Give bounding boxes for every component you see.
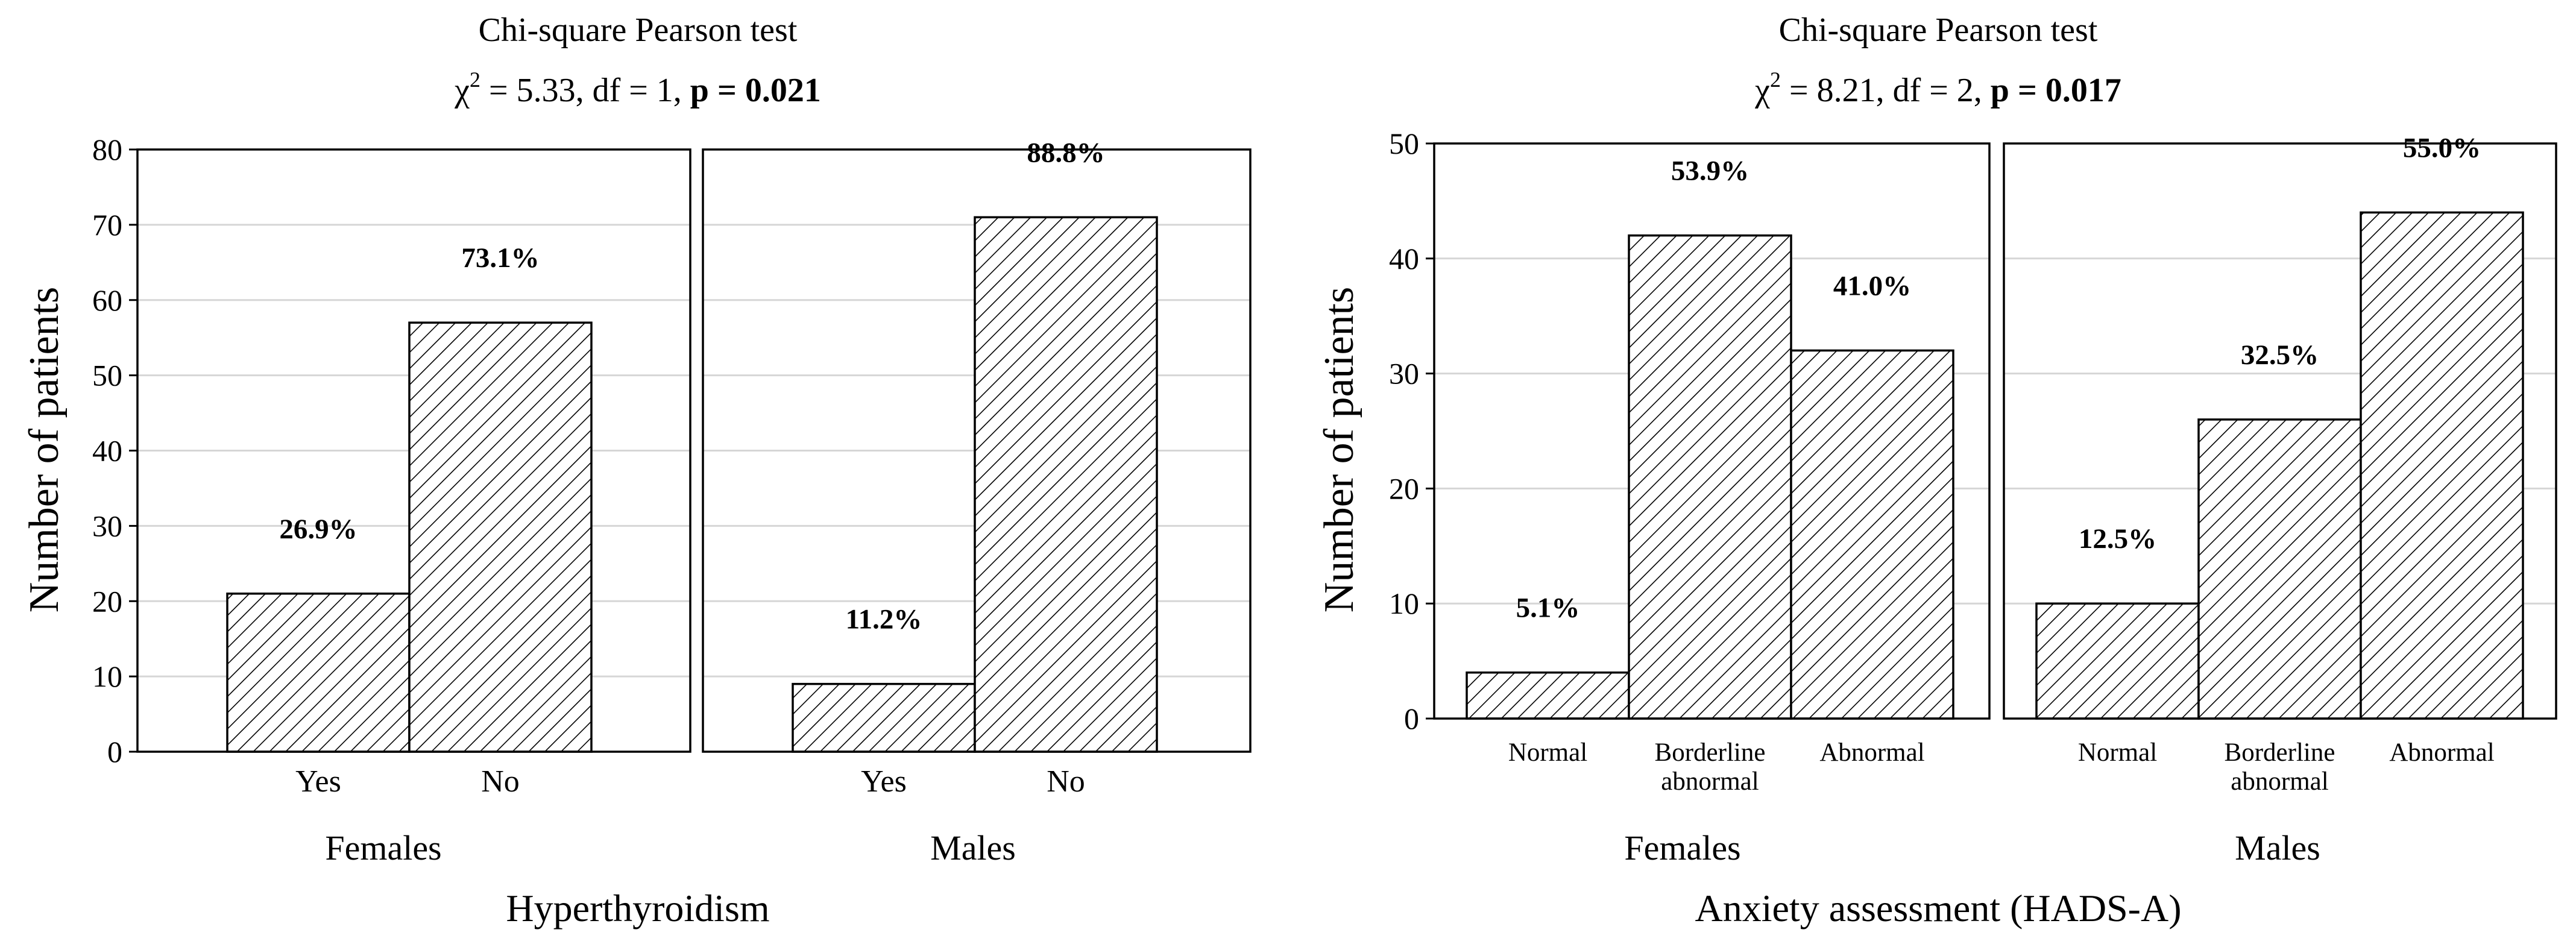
chart-1-chi-symbol: χ	[454, 72, 470, 109]
chart-1-stats: χ2 = 5.33, df = 1, p = 0.021	[454, 68, 821, 109]
chart-2-y-tick-label: 10	[1389, 587, 1419, 620]
chart-2-y-ticks: 0 10 20 30 40 50	[1389, 127, 1419, 735]
chart-1-females-frame	[136, 148, 691, 753]
chart-2-y-tick-label: 40	[1389, 242, 1419, 275]
chart-1-females-bar-label-yes: 26.9%	[279, 514, 357, 545]
chart-1-males-category-label: Yes	[861, 764, 907, 799]
chart-2-males-category-label: Borderline	[2225, 738, 2335, 767]
chart-2-group-label-males: Males	[2235, 828, 2320, 867]
chart-2-females-frame	[1433, 142, 1991, 720]
chart-1-males-bar-label-yes: 11.2%	[846, 604, 922, 635]
chart-2-males-category-label: Normal	[2078, 738, 2157, 767]
chart-1-x-axis-title: Hyperthyroidism	[506, 887, 769, 930]
chart-1-y-tick-label: 50	[92, 359, 122, 392]
chart-1-y-tick-label: 40	[92, 434, 122, 468]
chart-2-females-category-label: Borderline	[1655, 738, 1766, 767]
chart-1-y-ticks: 0 10 20 30 40 50 60 70 80	[92, 133, 122, 769]
chart-1-title: Chi-square Pearson test	[479, 11, 798, 49]
chart-1-y-axis-label: Number of patients	[21, 287, 68, 612]
chart-2-title: Chi-square Pearson test	[1779, 11, 2098, 49]
chart-2-y-tick-label: 30	[1389, 357, 1419, 391]
chart-1-p-value: p = 0.021	[690, 72, 821, 109]
chart-1-y-tick-label: 80	[92, 133, 122, 166]
chart-2-group-label-females: Females	[1624, 828, 1740, 867]
chart-2-females-bar-label-abnormal: 41.0%	[1833, 270, 1911, 301]
chart-1-y-tick-label: 70	[92, 208, 122, 242]
chart-2: Chi-square Pearson test χ2 = 8.21, df = …	[1316, 11, 2557, 930]
chart-1-y-tick-label: 60	[92, 283, 122, 317]
chart-1-chi-exponent: 2	[470, 68, 480, 92]
chart-2-males-category-label: Abnormal	[2389, 738, 2494, 767]
chart-2-females-bar-normal	[1466, 671, 1630, 720]
chart-1-females-category-label: No	[481, 764, 520, 799]
chart-2-males-bar-normal	[2035, 602, 2200, 720]
chart-1-males-bar-label-no: 88.8%	[1027, 137, 1104, 168]
chart-2-y-tick-label: 0	[1404, 702, 1419, 735]
chart-2-females-category-label: Normal	[1508, 738, 1587, 767]
chart-1-females-bar-label-no: 73.1%	[461, 242, 539, 274]
chart-2-females-bar-borderline-abnormal	[1628, 234, 1792, 720]
chart-2-females-category-label: abnormal	[1661, 767, 1759, 796]
chart-2-chi-value: = 8.21, df = 2,	[1781, 72, 1991, 109]
chart-1-group-label-females: Females	[325, 828, 441, 867]
chart-2-males-bar-borderline-abnormal	[2197, 418, 2362, 720]
chart-2-females-category-label: Abnormal	[1819, 738, 1924, 767]
chart-1-males-category-label: No	[1047, 764, 1085, 799]
chart-1-females-bar-yes	[226, 593, 411, 753]
chart-1-y-tick-label: 0	[107, 735, 122, 769]
chart-1-y-tick-label: 30	[92, 509, 122, 543]
chart-2-males-frame	[2003, 142, 2557, 720]
chart-2-x-axis-title: Anxiety assessment (HADS-A)	[1695, 887, 2182, 930]
chart-2-females-bar-abnormal	[1790, 349, 1954, 720]
chart-2-males-bar-label-abnormal: 55.0%	[2403, 132, 2481, 163]
chart-2-stats: χ2 = 8.21, df = 2, p = 0.017	[1754, 68, 2121, 109]
chart-1-females-bar-no	[408, 321, 593, 753]
chart-1-females-category-label: Yes	[295, 764, 341, 799]
chart-1-males-bar-no	[974, 216, 1158, 753]
chart-2-females-bar-label-normal: 5.1%	[1516, 593, 1580, 624]
chart-1-y-tick-label: 10	[92, 659, 122, 693]
chart-2-p-value: p = 0.017	[1991, 72, 2121, 109]
chart-2-males-category-label: abnormal	[2231, 767, 2328, 796]
chart-2-chi-symbol: χ	[1754, 72, 1770, 109]
chart-2-chi-exponent: 2	[1770, 68, 1781, 92]
chart-1-males-bar-yes	[792, 682, 976, 753]
chart-1-panel-females: 26.9% Yes 73.1% No	[129, 148, 691, 799]
chart-2-y-tick-label: 20	[1389, 471, 1419, 505]
chart-2-males-bar-label-normal: 12.5%	[2079, 523, 2156, 555]
chart-2-females-bar-label-borderline-abnormal: 53.9%	[1671, 156, 1749, 187]
chart-2-males-bar-label-borderline-abnormal: 32.5%	[2241, 339, 2319, 371]
chart-2-y-tick-label: 50	[1389, 127, 1419, 160]
chart-1: Chi-square Pearson test χ2 = 5.33, df = …	[21, 11, 1252, 930]
chart-1-y-tick-label: 20	[92, 584, 122, 618]
chart-1-chi-value: = 5.33, df = 1,	[480, 72, 690, 109]
chart-2-y-axis-label: Number of patients	[1316, 287, 1362, 612]
chart-1-males-frame	[702, 148, 1252, 753]
chart-1-panel-males: 11.2% Yes 88.8% No	[702, 137, 1252, 799]
chart-1-group-label-males: Males	[930, 828, 1016, 867]
chart-2-males-bar-abnormal	[2360, 211, 2524, 720]
